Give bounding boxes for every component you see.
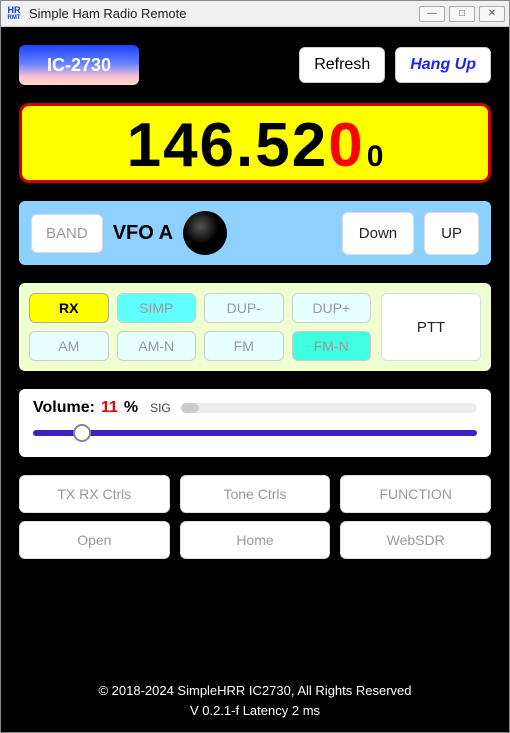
vfo-panel: BAND VFO A Down UP <box>19 201 491 265</box>
freq-up-button[interactable]: UP <box>424 212 479 255</box>
volume-value: 11 <box>101 399 118 417</box>
maximize-button[interactable]: □ <box>449 6 475 22</box>
signal-label: SIG <box>150 401 171 415</box>
mode-grid: RX SIMP DUP- DUP+ AM AM-N FM FM-N <box>29 293 371 361</box>
mode-dup-minus-button[interactable]: DUP- <box>204 293 284 323</box>
close-button[interactable]: ✕ <box>479 6 505 22</box>
home-button[interactable]: Home <box>180 521 331 559</box>
app-icon: HR RMT <box>5 5 23 23</box>
mode-rx-button[interactable]: RX <box>29 293 109 323</box>
frequency-display: 146.5200 <box>19 103 491 183</box>
window-title: Simple Ham Radio Remote <box>29 6 419 21</box>
mode-amn-button[interactable]: AM-N <box>117 331 197 361</box>
frequency-main: 146.520 <box>127 110 365 181</box>
volume-panel: Volume: 11 % SIG <box>19 389 491 457</box>
signal-fill <box>181 403 199 413</box>
mode-panel: RX SIMP DUP- DUP+ AM AM-N FM FM-N PTT <box>19 283 491 371</box>
content-area: IC-2730 Refresh Hang Up 146.5200 BAND VF… <box>1 27 509 732</box>
ptt-button[interactable]: PTT <box>381 293 481 361</box>
signal-meter <box>181 403 477 413</box>
freq-down-button[interactable]: Down <box>342 212 414 255</box>
websdr-button[interactable]: WebSDR <box>340 521 491 559</box>
refresh-button[interactable]: Refresh <box>299 47 385 83</box>
mode-dup-plus-button[interactable]: DUP+ <box>292 293 372 323</box>
txrx-ctrls-button[interactable]: TX RX Ctrls <box>19 475 170 513</box>
open-button[interactable]: Open <box>19 521 170 559</box>
frequency-step-digit: 0 <box>328 111 364 180</box>
model-badge: IC-2730 <box>19 45 139 85</box>
titlebar: HR RMT Simple Ham Radio Remote — □ ✕ <box>1 1 509 27</box>
app-window: HR RMT Simple Ham Radio Remote — □ ✕ IC-… <box>0 0 510 733</box>
window-controls: — □ ✕ <box>419 6 505 22</box>
volume-row: Volume: 11 % SIG <box>33 399 477 417</box>
minimize-button[interactable]: — <box>419 6 445 22</box>
hangup-button[interactable]: Hang Up <box>395 47 491 83</box>
volume-slider[interactable] <box>33 425 477 441</box>
vfo-label: VFO A <box>113 222 173 245</box>
frequency-sub-digit: 0 <box>367 140 384 174</box>
mode-simp-button[interactable]: SIMP <box>117 293 197 323</box>
tuning-knob[interactable] <box>183 211 227 255</box>
footer: © 2018-2024 SimpleHRR IC2730, All Rights… <box>1 681 509 720</box>
volume-track <box>33 430 477 436</box>
footer-version: V 0.2.1-f Latency 2 ms <box>1 701 509 721</box>
volume-pct: % <box>124 399 138 417</box>
volume-label: Volume: <box>33 399 95 417</box>
function-button[interactable]: FUNCTION <box>340 475 491 513</box>
mode-fm-button[interactable]: FM <box>204 331 284 361</box>
footer-copyright: © 2018-2024 SimpleHRR IC2730, All Rights… <box>1 681 509 701</box>
band-button[interactable]: BAND <box>31 214 103 253</box>
controls-row-1: TX RX Ctrls Tone Ctrls FUNCTION <box>19 475 491 513</box>
mode-am-button[interactable]: AM <box>29 331 109 361</box>
mode-fmn-button[interactable]: FM-N <box>292 331 372 361</box>
volume-thumb[interactable] <box>73 424 91 442</box>
tone-ctrls-button[interactable]: Tone Ctrls <box>180 475 331 513</box>
header-row: IC-2730 Refresh Hang Up <box>19 45 491 85</box>
controls-row-2: Open Home WebSDR <box>19 521 491 559</box>
